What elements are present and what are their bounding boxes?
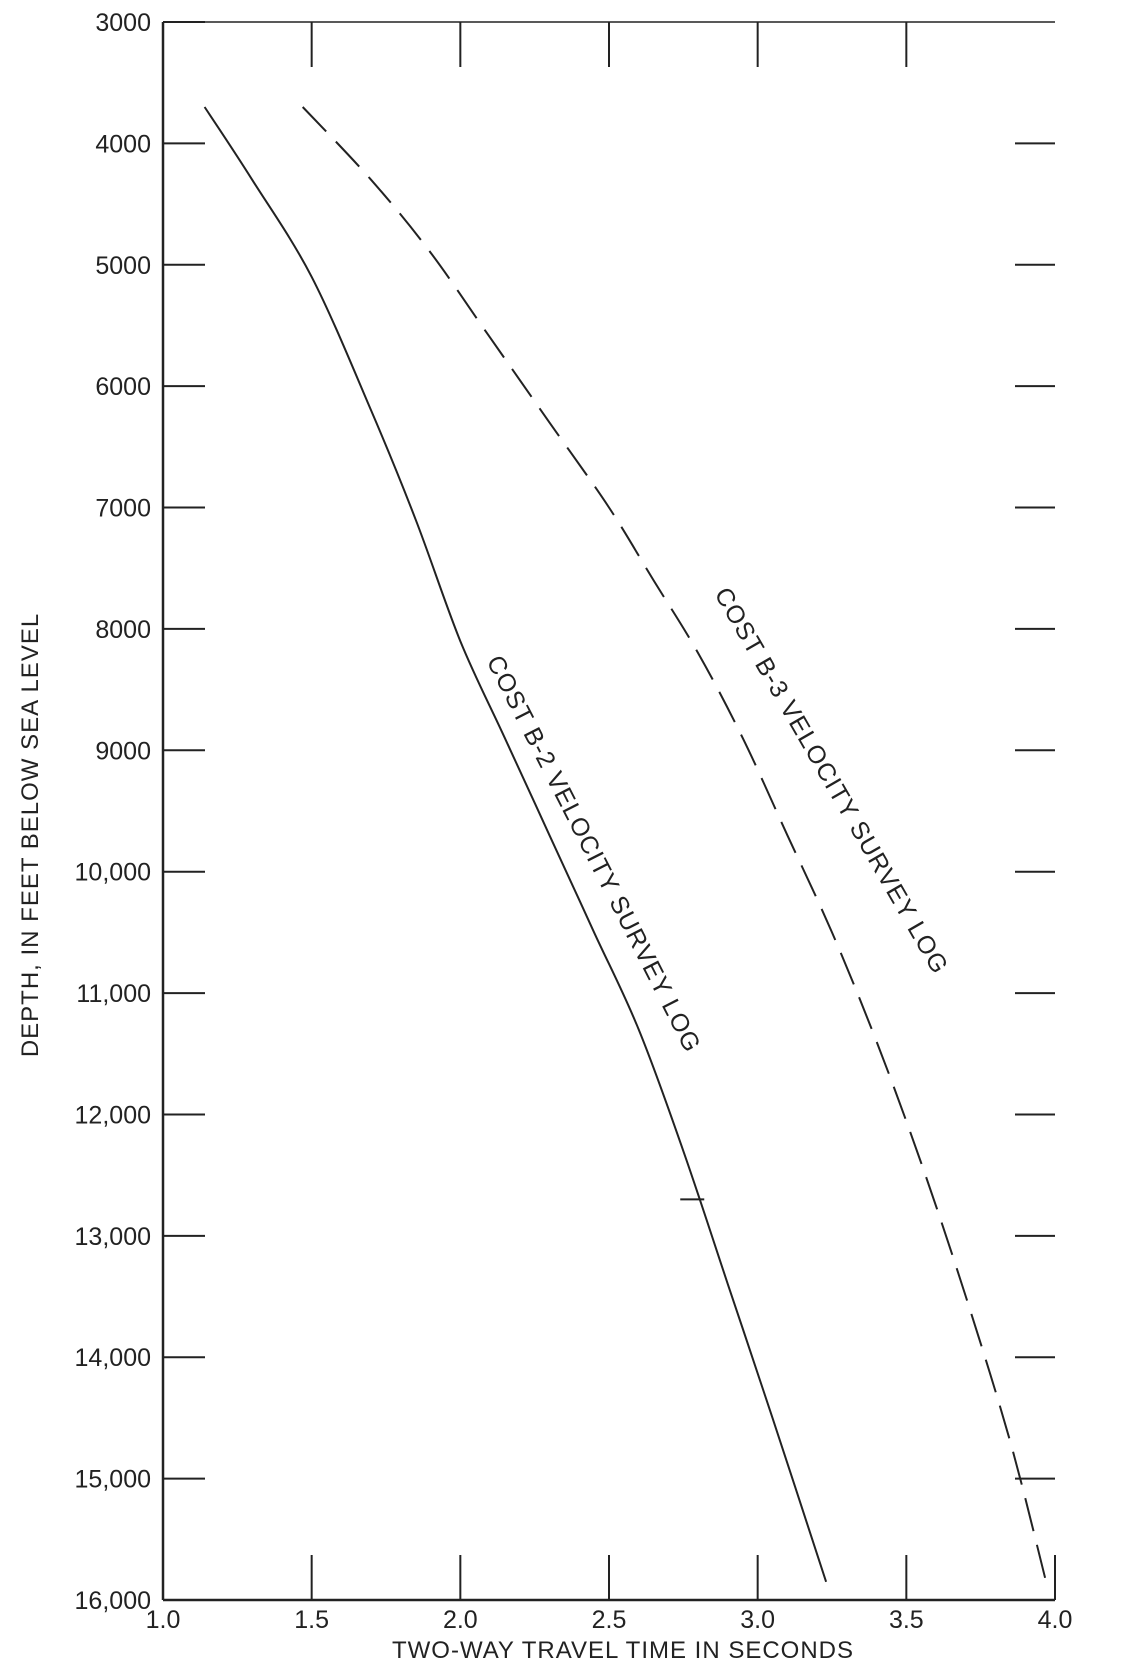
y-tick-label: 10,000 [75,859,151,887]
x-tick-label: 2.5 [592,1606,627,1634]
plot-frame [161,21,1055,1602]
curve-labels: COST B-2 VELOCITY SURVEY LOG COST B-3 VEL… [481,583,954,1057]
y-tick-label: 5000 [95,252,151,280]
x-axis-ticks: 1.0 1.5 2.0 2.5 3.0 3.5 4.0 [146,22,1073,1634]
series-line-cost-b3 [301,106,1048,1583]
x-tick-label: 2.0 [443,1606,478,1634]
y-tick-label: 15,000 [75,1466,151,1494]
y-axis-ticks: 3000 4000 5000 6000 7000 8000 9000 10,000 11,000… [75,9,1055,1615]
series-label-cost-b3: COST B-3 VELOCITY SURVEY LOG [709,583,954,979]
x-tick-label: 4.0 [1038,1606,1073,1634]
y-tick-label: 12,000 [75,1101,151,1129]
y-tick-label: 9000 [95,737,151,765]
series-lines [203,106,1048,1583]
x-tick-label: 1.0 [146,1606,181,1634]
y-axis-label: DEPTH, IN FEET BELOW SEA LEVEL [17,613,44,1057]
x-tick-label: 3.5 [889,1606,924,1634]
y-tick-label: 11,000 [76,980,151,1008]
y-tick-label: 4000 [95,130,151,158]
x-tick-label: 1.5 [294,1606,329,1634]
y-tick-label: 8000 [95,616,151,644]
y-tick-label: 13,000 [75,1223,151,1251]
x-axis-label: TWO-WAY TRAVEL TIME IN SECONDS [392,1637,854,1664]
y-tick-label: 16,000 [75,1587,151,1615]
y-tick-label: 3000 [95,9,151,37]
series-label-cost-b2: COST B-2 VELOCITY SURVEY LOG [481,651,706,1057]
x-tick-label: 3.0 [740,1606,775,1634]
series-line-cost-b2 [203,106,828,1583]
y-tick-label: 7000 [95,495,151,523]
y-tick-label: 6000 [95,373,151,401]
y-tick-label: 14,000 [75,1344,151,1372]
